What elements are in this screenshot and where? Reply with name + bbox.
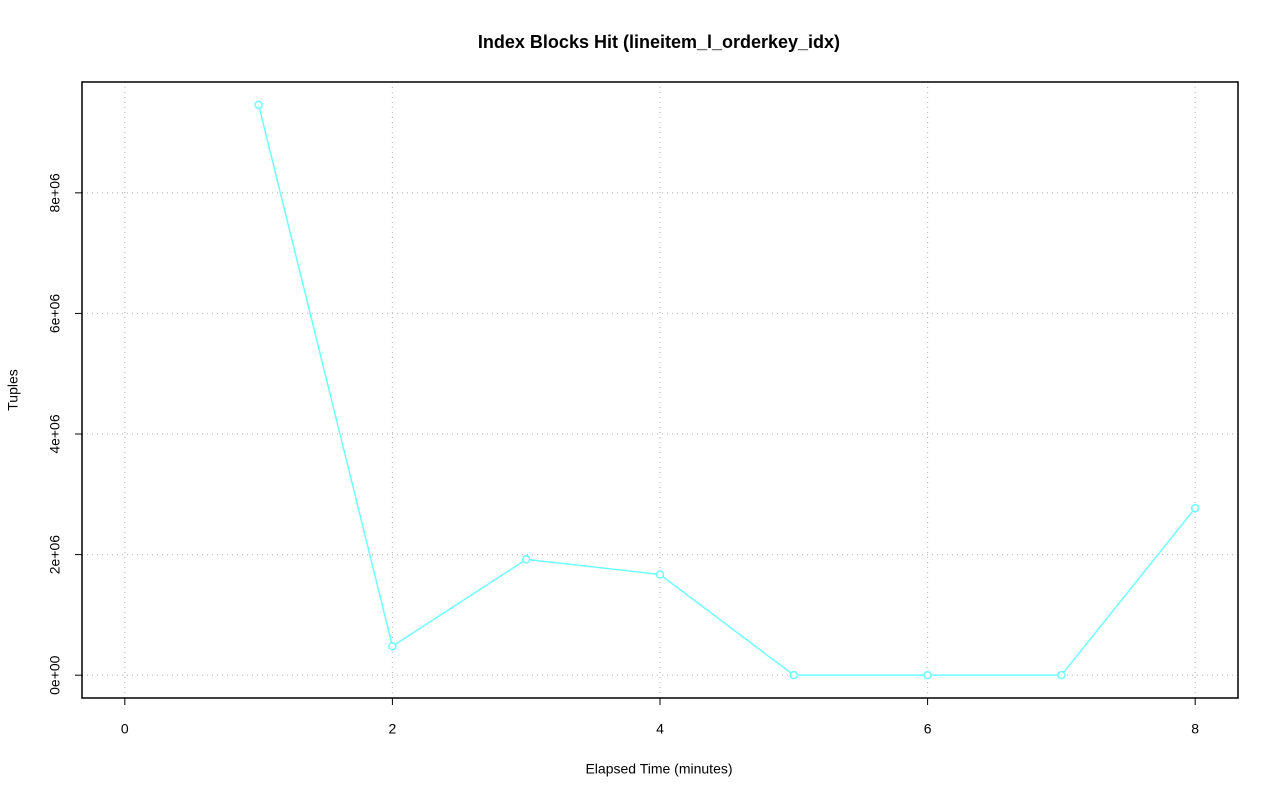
- point: [923, 670, 932, 680]
- y-tick-label: 6e+06: [47, 294, 63, 334]
- x-tick-label: 8: [1191, 721, 1199, 737]
- point: [1190, 503, 1200, 513]
- point: [655, 570, 665, 579]
- y-axis-label: Tuples: [5, 369, 21, 411]
- x-tick-label: 2: [389, 721, 397, 737]
- x-axis-label: Elapsed Time (minutes): [585, 761, 732, 777]
- x-tick-label: 6: [924, 721, 932, 737]
- point: [521, 555, 531, 564]
- y-tick-label: 4e+06: [47, 414, 63, 454]
- chart-title: Index Blocks Hit (lineitem_l_orderkey_id…: [478, 32, 840, 52]
- plot-frame: [81, 81, 1239, 699]
- point: [254, 100, 263, 110]
- x-tick-label: 4: [656, 721, 664, 737]
- x-tick-label: 0: [121, 721, 129, 737]
- line: [257, 104, 1196, 676]
- y-tick-label: 8e+06: [47, 173, 63, 213]
- y-tick-label: 0e+00: [47, 655, 63, 695]
- point: [1057, 670, 1066, 680]
- point: [789, 670, 799, 680]
- y-tick-label: 2e+06: [47, 535, 63, 575]
- point: [388, 641, 397, 651]
